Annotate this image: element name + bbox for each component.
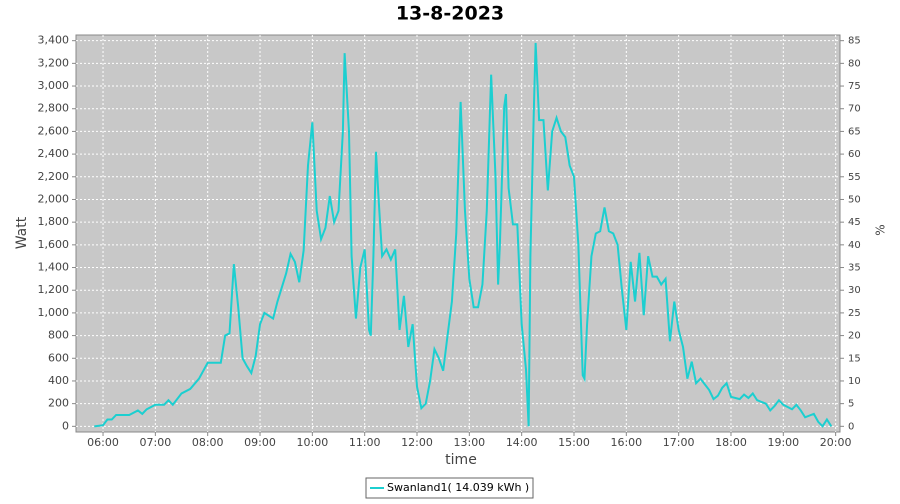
x-tick-label: 09:00 (244, 436, 276, 449)
y-tick-label: 1,200 (38, 283, 70, 296)
y2-tick-label: 25 (848, 308, 861, 319)
y2-tick-label: 55 (848, 172, 861, 183)
y2-tick-label: 40 (848, 240, 861, 251)
y2-tick-label: 35 (848, 263, 861, 274)
x-tick-label: 06:00 (87, 436, 119, 449)
y-tick-label: 600 (48, 351, 69, 364)
y-tick-label: 2,000 (38, 192, 70, 205)
y2-tick-label: 70 (848, 104, 861, 115)
y2-tick-label: 75 (848, 81, 861, 92)
y2-tick-label: 5 (848, 399, 854, 410)
x-tick-label: 20:00 (820, 436, 852, 449)
y-tick-label: 2,600 (38, 124, 70, 137)
legend-label: Swanland1( 14.039 kWh ) (387, 481, 529, 494)
y2-tick-label: 65 (848, 126, 861, 137)
y-tick-label: 3,400 (38, 34, 70, 47)
y-tick-label: 200 (48, 397, 69, 410)
y-tick-label: 3,000 (38, 79, 70, 92)
x-tick-label: 12:00 (401, 436, 433, 449)
y-tick-label: 1,000 (38, 306, 70, 319)
y2-tick-label: 10 (848, 376, 861, 387)
y2-tick-label: 45 (848, 217, 861, 228)
x-tick-label: 15:00 (558, 436, 590, 449)
y-axis-label: Watt (14, 216, 30, 249)
y2-tick-label: 15 (848, 353, 861, 364)
y-tick-label: 1,600 (38, 238, 70, 251)
x-tick-label: 19:00 (767, 436, 799, 449)
y-tick-label: 800 (48, 329, 69, 342)
x-tick-label: 13:00 (453, 436, 485, 449)
y2-tick-label: 80 (848, 58, 861, 69)
x-tick-label: 18:00 (715, 436, 747, 449)
y2-tick-label: 50 (848, 194, 861, 205)
x-tick-label: 14:00 (506, 436, 538, 449)
x-tick-label: 17:00 (663, 436, 695, 449)
y2-tick-label: 85 (848, 36, 861, 47)
legend (365, 477, 534, 499)
x-axis-label: time (445, 452, 477, 468)
x-tick-label: 10:00 (297, 436, 329, 449)
plot-area (75, 34, 841, 433)
chart-title: 13-8-2023 (396, 3, 504, 25)
x-tick-label: 08:00 (192, 436, 224, 449)
x-tick-label: 07:00 (140, 436, 172, 449)
y-tick-label: 2,400 (38, 147, 70, 160)
x-tick-label: 11:00 (349, 436, 381, 449)
data-line (94, 42, 833, 428)
y2-axis-label: % (874, 224, 888, 235)
y-tick-label: 2,800 (38, 102, 70, 115)
y-tick-label: 400 (48, 374, 69, 387)
y2-tick-label: 60 (848, 149, 861, 160)
y2-tick-label: 0 (848, 421, 854, 432)
y2-tick-label: 20 (848, 331, 861, 342)
y-tick-label: 3,200 (38, 56, 70, 69)
x-tick-label: 16:00 (610, 436, 642, 449)
y-tick-label: 1,400 (38, 261, 70, 274)
y-tick-label: 0 (62, 419, 69, 432)
y-tick-label: 2,200 (38, 170, 70, 183)
y2-tick-label: 30 (848, 285, 861, 296)
y-tick-label: 1,800 (38, 215, 70, 228)
